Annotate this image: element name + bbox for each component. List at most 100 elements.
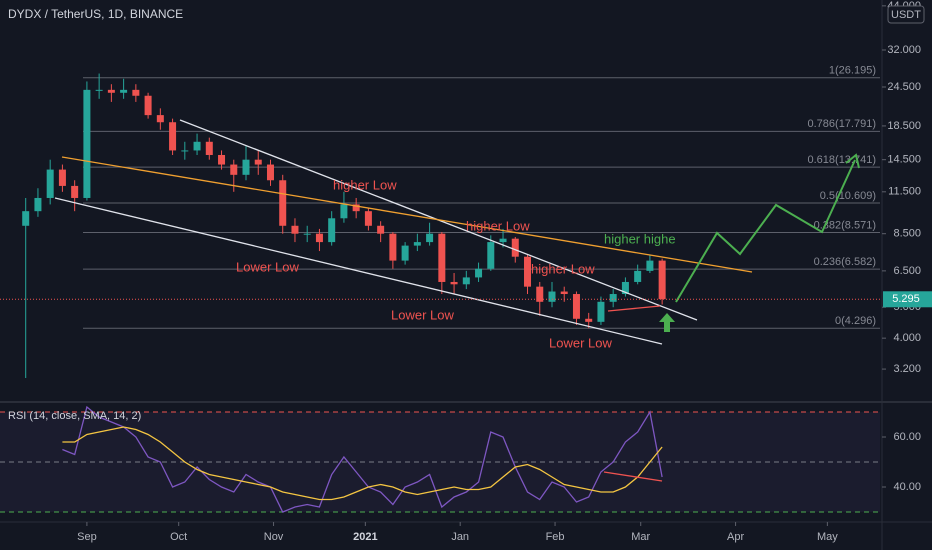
annotation: Lower Low bbox=[391, 307, 454, 322]
candle-body bbox=[340, 204, 348, 219]
candle-body bbox=[254, 159, 262, 165]
candle-body bbox=[95, 89, 103, 91]
candle-body bbox=[230, 164, 238, 175]
last-price-label: 5.295 bbox=[892, 293, 920, 305]
x-tick-label: May bbox=[817, 531, 838, 543]
candle-body bbox=[107, 89, 115, 93]
candle-body bbox=[646, 260, 654, 271]
fib-label: 0(4.296) bbox=[835, 315, 876, 327]
fib-label: 0.618(13.741) bbox=[808, 154, 877, 166]
candle-body bbox=[193, 141, 201, 151]
y-tick-label: 40.00 bbox=[893, 481, 921, 493]
candle-body bbox=[536, 286, 544, 302]
candle-body bbox=[609, 294, 617, 302]
annotation: higher Low bbox=[333, 177, 397, 192]
candle-body bbox=[291, 225, 299, 234]
candle-body bbox=[279, 180, 287, 226]
candle-body bbox=[328, 218, 336, 243]
y-tick-label: 18.500 bbox=[887, 120, 921, 132]
candle-body bbox=[132, 89, 140, 96]
y-tick-label: 24.500 bbox=[887, 81, 921, 93]
x-tick-label: Nov bbox=[264, 531, 284, 543]
projection-arrowhead bbox=[845, 153, 860, 169]
y-tick-label: 14.500 bbox=[887, 154, 921, 166]
y-tick-label: 4.000 bbox=[893, 332, 921, 344]
candle-body bbox=[487, 242, 495, 269]
candle-body bbox=[401, 245, 409, 261]
pane-title: RSI (14, close, SMA, 14, 2) bbox=[8, 410, 141, 422]
x-tick-label: Apr bbox=[727, 531, 744, 543]
rsi-line bbox=[62, 426, 663, 501]
x-tick-label: Jan bbox=[451, 531, 469, 543]
rsi-line bbox=[62, 405, 663, 513]
candle-body bbox=[34, 197, 42, 212]
candle-body bbox=[315, 233, 323, 243]
y-tick-label: 3.200 bbox=[893, 363, 921, 375]
candle-body bbox=[242, 159, 250, 175]
x-tick-label: Sep bbox=[77, 531, 97, 543]
support-line bbox=[607, 305, 661, 312]
candle-body bbox=[560, 291, 568, 295]
candle-body bbox=[499, 238, 507, 243]
x-tick-label: Oct bbox=[170, 531, 187, 543]
candle-body bbox=[352, 204, 360, 212]
x-tick-label: Feb bbox=[546, 531, 565, 543]
candle-body bbox=[621, 281, 629, 295]
candle-body bbox=[462, 277, 470, 285]
candle-body bbox=[634, 270, 642, 282]
projection-path bbox=[675, 159, 856, 303]
candle-body bbox=[548, 291, 556, 302]
y-tick-label: 32.000 bbox=[887, 44, 921, 56]
candle-body bbox=[658, 260, 666, 300]
chart-title: DYDX / TetherUS, 1D, BINANCE bbox=[8, 7, 183, 21]
channel-lower bbox=[54, 197, 663, 345]
fib-label: 0.5(10.609) bbox=[820, 190, 876, 202]
candle-body bbox=[205, 141, 213, 155]
candle-body bbox=[46, 169, 54, 198]
candle-body bbox=[450, 281, 458, 285]
up-arrow bbox=[659, 313, 675, 332]
candle-body bbox=[144, 95, 152, 116]
fib-label: 0.382(8.571) bbox=[814, 219, 876, 231]
annotation: Lower Low bbox=[236, 259, 299, 274]
candle-body bbox=[377, 225, 385, 234]
candle-body bbox=[181, 150, 189, 152]
currency-label: USDT bbox=[891, 9, 921, 21]
candle-body bbox=[524, 256, 532, 287]
candle-body bbox=[475, 268, 483, 278]
candle-body bbox=[303, 233, 311, 235]
x-tick-label: Mar bbox=[631, 531, 650, 543]
candle-body bbox=[597, 301, 605, 322]
candle-body bbox=[58, 169, 66, 186]
candle-body bbox=[426, 233, 434, 243]
candle-body bbox=[83, 89, 91, 198]
candle-body bbox=[364, 211, 372, 226]
currency-box bbox=[887, 5, 925, 24]
candle-body bbox=[22, 211, 30, 226]
annotation: higher highe bbox=[604, 231, 676, 246]
candle-body bbox=[585, 318, 593, 322]
trend-line bbox=[61, 156, 753, 273]
candle-body bbox=[438, 233, 446, 282]
y-tick-label: 60.00 bbox=[893, 431, 921, 443]
candle-body bbox=[511, 238, 519, 257]
y-tick-label: 11.500 bbox=[888, 186, 921, 198]
candle-body bbox=[389, 233, 397, 261]
y-tick-label: 8.500 bbox=[893, 228, 921, 240]
divergence-line bbox=[603, 471, 663, 482]
fib-label: 0.786(17.791) bbox=[808, 118, 877, 130]
candle-body bbox=[169, 122, 177, 151]
x-tick-label: 2021 bbox=[353, 531, 377, 543]
annotation: higher Low bbox=[466, 218, 530, 233]
candle-body bbox=[71, 185, 79, 198]
annotation: higher Low bbox=[531, 261, 595, 276]
candle-body bbox=[218, 154, 226, 165]
annotation: Lower Low bbox=[549, 335, 612, 350]
candle-body bbox=[156, 115, 164, 123]
candle-body bbox=[572, 294, 580, 319]
candle-body bbox=[266, 164, 274, 181]
fib-label: 1(26.195) bbox=[829, 65, 876, 77]
y-tick-label: 6.500 bbox=[893, 265, 921, 277]
